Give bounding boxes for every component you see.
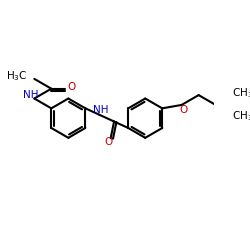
Text: H$_3$C: H$_3$C (6, 70, 28, 83)
Text: NH: NH (23, 90, 39, 100)
Text: O: O (179, 105, 188, 115)
Text: CH$_3$: CH$_3$ (232, 86, 250, 100)
Text: CH$_3$: CH$_3$ (232, 110, 250, 123)
Text: O: O (67, 82, 75, 92)
Text: O: O (105, 138, 113, 147)
Text: NH: NH (92, 105, 108, 115)
